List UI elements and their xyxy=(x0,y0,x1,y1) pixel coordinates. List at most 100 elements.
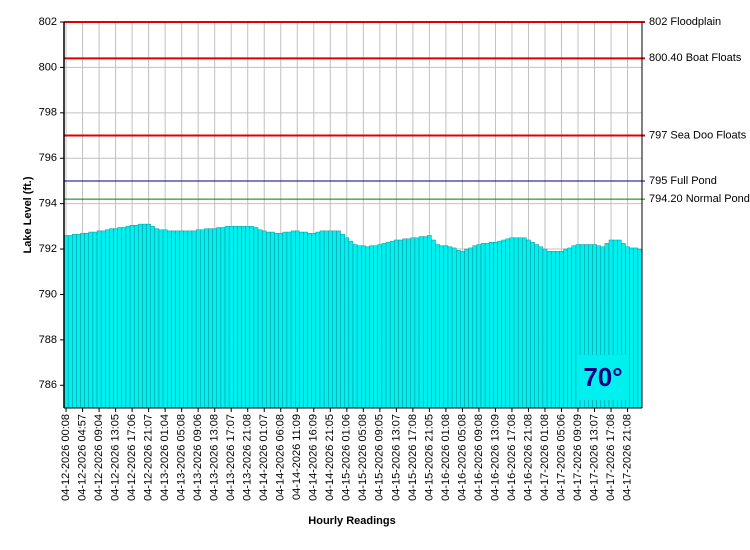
y-tick-label: 792 xyxy=(39,243,57,255)
bar xyxy=(171,230,176,409)
bar xyxy=(633,247,639,409)
bar xyxy=(299,231,304,409)
bar xyxy=(489,242,494,409)
bar xyxy=(464,248,469,409)
bar xyxy=(241,226,246,409)
x-tick-label: 04-12-2026 13:05 xyxy=(110,414,122,501)
bar xyxy=(212,228,217,409)
x-tick-label: 04-16-2026 05:08 xyxy=(456,414,468,501)
bar xyxy=(311,232,317,409)
bar xyxy=(278,232,284,409)
bar xyxy=(113,228,118,409)
bar xyxy=(80,232,85,409)
x-tick-label: 04-17-2026 09:09 xyxy=(572,414,584,501)
bar xyxy=(435,244,440,409)
bar xyxy=(476,244,482,409)
bar xyxy=(546,251,552,409)
x-tick-label: 04-17-2026 05:06 xyxy=(555,414,567,501)
bar xyxy=(303,231,308,409)
bar xyxy=(121,227,127,409)
bar xyxy=(266,231,271,409)
bar xyxy=(571,245,577,409)
bar xyxy=(530,242,535,409)
bar xyxy=(220,227,226,409)
bar xyxy=(534,244,539,409)
bar xyxy=(138,223,143,409)
bar xyxy=(501,239,506,409)
x-tick-label: 04-17-2026 13:07 xyxy=(588,414,600,501)
bar xyxy=(228,226,234,409)
bar xyxy=(224,226,230,409)
bar xyxy=(158,229,164,409)
bar xyxy=(88,231,94,409)
bar xyxy=(282,231,288,409)
x-tick-label: 04-13-2026 01:04 xyxy=(159,414,171,501)
bar xyxy=(67,235,73,409)
x-tick-label: 04-15-2026 13:07 xyxy=(390,414,402,501)
bar xyxy=(365,246,370,409)
x-tick-label: 04-16-2026 21:08 xyxy=(522,414,534,501)
bar xyxy=(427,235,432,409)
x-tick-label: 04-15-2026 17:08 xyxy=(407,414,419,501)
bar xyxy=(191,230,197,409)
bar xyxy=(187,230,193,409)
bar xyxy=(522,237,527,409)
bar xyxy=(422,236,428,409)
x-tick-label: 04-13-2026 05:08 xyxy=(176,414,188,501)
bar xyxy=(183,230,189,409)
bar xyxy=(344,237,350,409)
bar xyxy=(517,237,523,409)
bar xyxy=(274,232,279,409)
x-tick-label: 04-16-2026 17:08 xyxy=(506,414,518,501)
x-tick-label: 04-14-2026 11:09 xyxy=(291,414,303,500)
x-tick-label: 04-17-2026 01:08 xyxy=(539,414,551,501)
bar xyxy=(340,234,345,409)
x-tick-label: 04-15-2026 21:05 xyxy=(423,414,435,501)
annotation-box xyxy=(578,355,629,400)
bar xyxy=(385,242,391,409)
bar xyxy=(394,239,399,409)
bar xyxy=(261,230,267,409)
bar xyxy=(175,230,180,409)
x-tick-label: 04-17-2026 21:08 xyxy=(621,414,633,501)
x-tick-label: 04-15-2026 01:06 xyxy=(341,414,353,501)
x-tick-label: 04-15-2026 05:08 xyxy=(357,414,369,501)
bar xyxy=(369,245,374,409)
annotation: 70° xyxy=(583,362,622,392)
bar xyxy=(377,244,383,409)
bar xyxy=(414,237,420,409)
bar xyxy=(204,228,209,409)
bar xyxy=(154,228,160,409)
bar xyxy=(348,240,354,409)
x-tick-label: 04-17-2026 17:08 xyxy=(605,414,617,501)
x-tick-label: 04-12-2026 00:08 xyxy=(60,414,72,501)
bar xyxy=(105,229,110,409)
bar xyxy=(456,249,461,409)
bar xyxy=(513,237,519,409)
bar xyxy=(629,247,634,409)
y-tick-label: 800 xyxy=(39,61,57,73)
bar xyxy=(542,248,548,409)
y-axis-label: Lake Level (ft.) xyxy=(22,176,34,253)
x-tick-label: 04-16-2026 13:09 xyxy=(489,414,501,501)
bar xyxy=(167,230,172,409)
bar xyxy=(361,245,366,409)
bar xyxy=(472,245,478,409)
bar xyxy=(637,248,643,409)
y-tick-label: 802 xyxy=(39,16,57,28)
x-tick-label: 04-15-2026 09:05 xyxy=(374,414,386,501)
x-axis-label: Hourly Readings xyxy=(308,515,395,527)
bar xyxy=(460,251,465,409)
bar xyxy=(563,248,568,409)
bar xyxy=(109,228,114,409)
bar xyxy=(96,230,102,409)
bar xyxy=(216,227,222,409)
bar xyxy=(76,234,81,409)
bar xyxy=(117,227,122,409)
bar xyxy=(162,229,168,409)
bar xyxy=(253,227,259,409)
bar xyxy=(179,230,184,409)
bar xyxy=(290,230,296,409)
bar xyxy=(245,226,250,409)
